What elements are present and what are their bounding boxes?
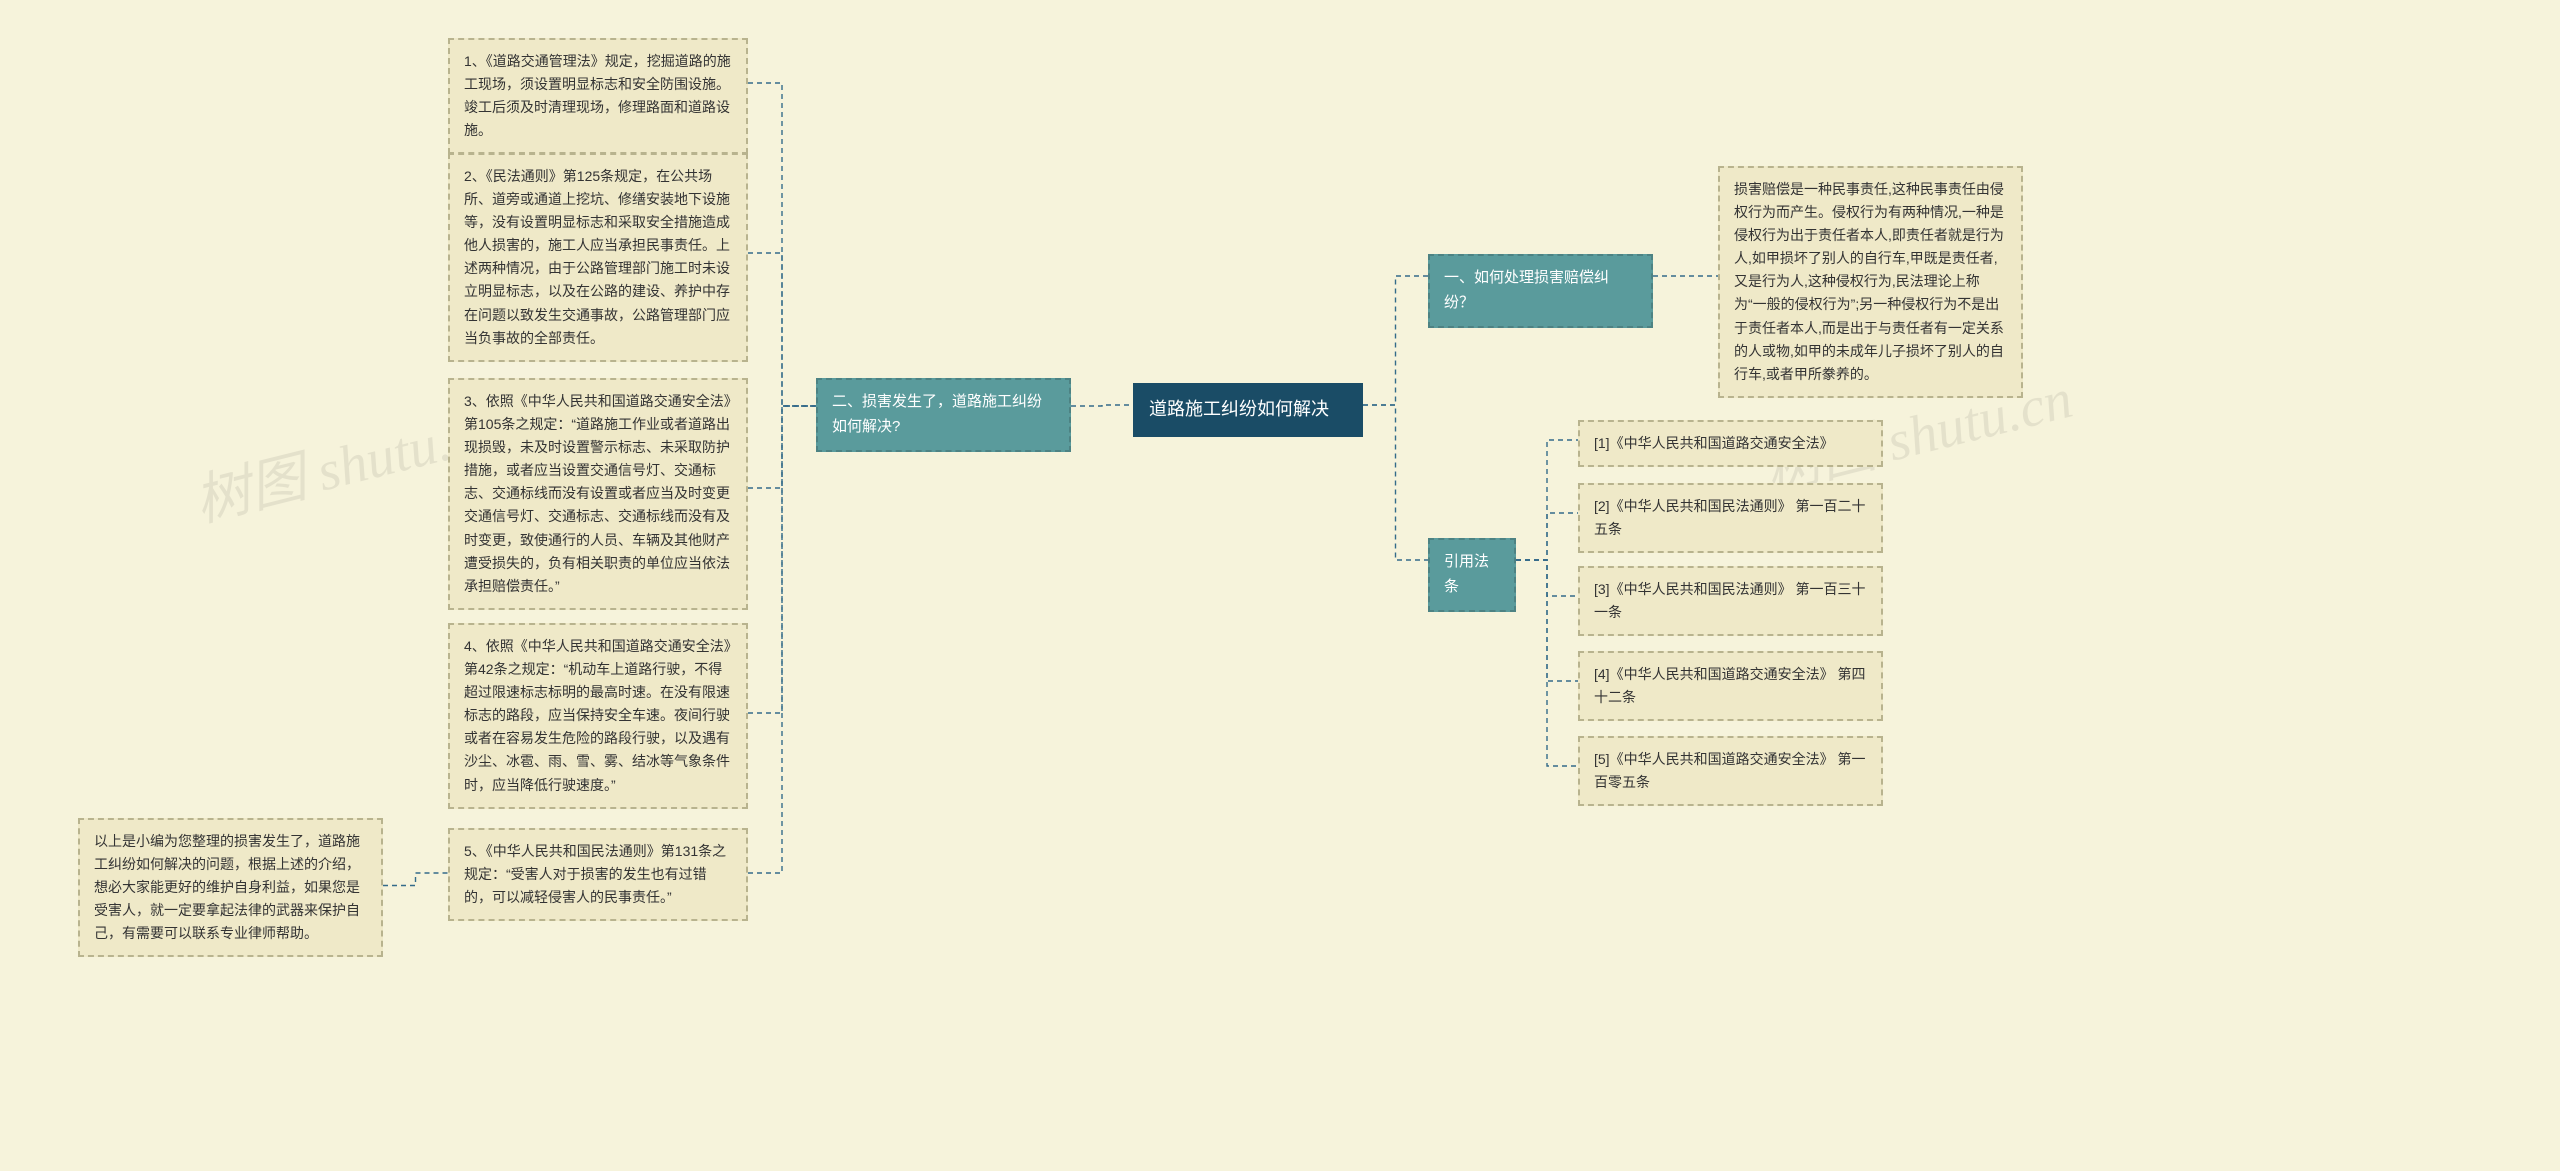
left-leaf-4-child: 以上是小编为您整理的损害发生了，道路施工纠纷如何解决的问题，根据上述的介绍，想必…: [78, 818, 383, 957]
left-branch: 二、损害发生了，道路施工纠纷如何解决?: [816, 378, 1071, 452]
left-leaf-3-label: 4、依照《中华人民共和国道路交通安全法》第42条之规定：“机动车上道路行驶，不得…: [464, 638, 731, 793]
right-leaf-1-4: [5]《中华人民共和国道路交通安全法》 第一百零五条: [1578, 736, 1883, 806]
left-leaf-4: 5、《中华人民共和国民法通则》第131条之规定：“受害人对于损害的发生也有过错的…: [448, 828, 748, 921]
right-leaf-1-2-label: [3]《中华人民共和国民法通则》 第一百三十一条: [1594, 581, 1865, 620]
left-leaf-2-label: 3、依照《中华人民共和国道路交通安全法》第105条之规定：“道路施工作业或者道路…: [464, 393, 731, 594]
right-branch-0: 一、如何处理损害赔偿纠纷？: [1428, 254, 1653, 328]
left-leaf-3: 4、依照《中华人民共和国道路交通安全法》第42条之规定：“机动车上道路行驶，不得…: [448, 623, 748, 809]
right-leaf-1-3: [4]《中华人民共和国道路交通安全法》 第四十二条: [1578, 651, 1883, 721]
connector-layer: [0, 0, 2560, 1171]
right-branch-1: 引用法条: [1428, 538, 1516, 612]
left-leaf-0-label: 1、《道路交通管理法》规定，挖掘道路的施工现场，须设置明显标志和安全防围设施。竣…: [464, 53, 731, 138]
right-leaf-1-1: [2]《中华人民共和国民法通则》 第一百二十五条: [1578, 483, 1883, 553]
left-leaf-0: 1、《道路交通管理法》规定，挖掘道路的施工现场，须设置明显标志和安全防围设施。竣…: [448, 38, 748, 154]
left-leaf-1: 2、《民法通则》第125条规定，在公共场所、道旁或通道上挖坑、修缮安装地下设施等…: [448, 153, 748, 362]
left-branch-label: 二、损害发生了，道路施工纠纷如何解决?: [832, 393, 1042, 435]
right-leaf-1-2: [3]《中华人民共和国民法通则》 第一百三十一条: [1578, 566, 1883, 636]
right-leaf-1-1-label: [2]《中华人民共和国民法通则》 第一百二十五条: [1594, 498, 1865, 537]
root-label: 道路施工纠纷如何解决: [1149, 399, 1329, 419]
right-leaf-0-0-label: 损害赔偿是一种民事责任,这种民事责任由侵权行为而产生。侵权行为有两种情况,一种是…: [1734, 181, 2004, 382]
right-leaf-1-0: [1]《中华人民共和国道路交通安全法》: [1578, 420, 1883, 467]
right-leaf-1-4-label: [5]《中华人民共和国道路交通安全法》 第一百零五条: [1594, 751, 1865, 790]
right-leaf-1-0-label: [1]《中华人民共和国道路交通安全法》: [1594, 435, 1834, 451]
right-branch-0-label: 一、如何处理损害赔偿纠纷？: [1444, 269, 1609, 311]
left-leaf-4-child-label: 以上是小编为您整理的损害发生了，道路施工纠纷如何解决的问题，根据上述的介绍，想必…: [94, 833, 360, 941]
left-leaf-4-label: 5、《中华人民共和国民法通则》第131条之规定：“受害人对于损害的发生也有过错的…: [464, 843, 726, 905]
root-node: 道路施工纠纷如何解决: [1133, 383, 1363, 437]
left-leaf-1-label: 2、《民法通则》第125条规定，在公共场所、道旁或通道上挖坑、修缮安装地下设施等…: [464, 168, 730, 346]
left-leaf-2: 3、依照《中华人民共和国道路交通安全法》第105条之规定：“道路施工作业或者道路…: [448, 378, 748, 610]
right-leaf-0-0: 损害赔偿是一种民事责任,这种民事责任由侵权行为而产生。侵权行为有两种情况,一种是…: [1718, 166, 2023, 398]
right-branch-1-label: 引用法条: [1444, 553, 1489, 595]
right-leaf-1-3-label: [4]《中华人民共和国道路交通安全法》 第四十二条: [1594, 666, 1865, 705]
